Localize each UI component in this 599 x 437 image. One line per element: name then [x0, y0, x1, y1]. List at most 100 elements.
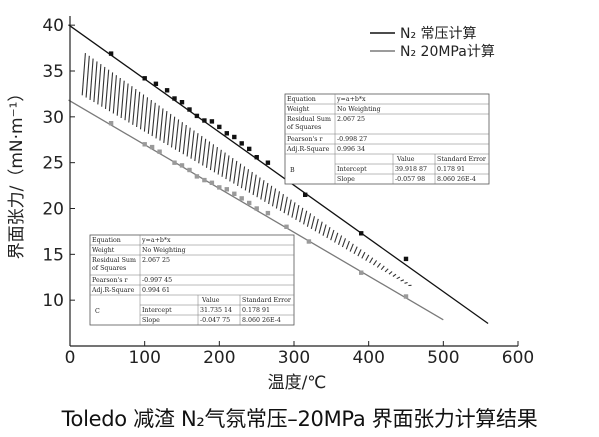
stats-param-error: 0.178 91 — [437, 166, 465, 173]
band-hatch-line — [182, 124, 187, 155]
data-point-series-2 — [217, 185, 222, 190]
band-hatch-line — [404, 281, 408, 284]
stats-param-name: Intercept — [337, 166, 367, 173]
data-point-series-2 — [202, 177, 207, 183]
band-hatch-line — [104, 69, 110, 109]
band-hatch-line — [244, 169, 250, 191]
stats-value-header: Value — [201, 297, 220, 304]
band-hatch-line — [213, 147, 218, 173]
y-tick-label: 20 — [42, 200, 64, 220]
band-hatch-line — [372, 260, 378, 266]
band-hatch-line — [170, 116, 176, 148]
stats-param-error: 8.060 26E-4 — [437, 176, 476, 183]
x-tick-label: 400 — [352, 348, 384, 368]
data-point-series-1 — [265, 160, 271, 165]
band-hatch-line — [384, 268, 389, 273]
band-hatch-line — [155, 105, 160, 139]
band-hatch-line — [237, 163, 242, 186]
fit-stats-table: Equation y=a+b*x Weight No Weighting Residua… — [89, 234, 295, 326]
stats-param-name: Slope — [337, 176, 355, 183]
band-hatch-line — [93, 61, 98, 103]
legend: N₂ 常压计算 N₂ 20MPa计算 — [370, 26, 495, 60]
band-hatch-line — [139, 94, 145, 130]
band-hatch-line — [334, 232, 339, 243]
data-point-series-1 — [202, 118, 207, 123]
band-hatch-line — [85, 55, 90, 98]
y-tick-label: 25 — [42, 154, 64, 174]
data-point-series-1 — [224, 131, 229, 136]
stats-param-name: Intercept — [142, 307, 172, 314]
band-hatch-line — [299, 207, 304, 223]
band-hatch-line — [369, 257, 374, 264]
data-point-series-1 — [239, 141, 244, 146]
stats-row-value: y=a+b*x — [141, 237, 171, 244]
stats-error-header: Standard Error — [242, 297, 292, 304]
stats-param-value: 31.735 14 — [200, 307, 232, 314]
band-hatch-line — [271, 188, 277, 207]
data-point-series-2 — [232, 191, 237, 196]
chart: 0 100 200 300 400 500 600 10 15 20 25 30 35 40 N₂ 常压计… — [7, 16, 534, 393]
band-hatch-line — [318, 221, 323, 234]
stats-row-label: Equation — [287, 96, 316, 103]
stats-row-value: No Weighting — [142, 247, 186, 254]
band-hatch-line — [349, 243, 354, 252]
stats-row-value: 2.067 25 — [337, 116, 365, 123]
data-point-series-1 — [164, 88, 170, 93]
band-hatch-line — [314, 218, 319, 232]
stats-row-label: Weight — [287, 106, 310, 113]
band-hatch-line — [101, 66, 106, 107]
band-hatch-line — [81, 53, 86, 96]
stats-param-error: 8.060 26E-4 — [242, 317, 281, 324]
data-point-series-2 — [265, 210, 271, 216]
stats-row-label: Residual Sum of Squares — [92, 257, 136, 272]
band-hatch-line — [205, 141, 211, 168]
stats-table-border — [89, 234, 295, 326]
stats-row-value: -0.997 45 — [142, 277, 172, 284]
data-point-series-2 — [239, 196, 244, 201]
stats-param-error: 0.178 91 — [242, 307, 270, 314]
band-hatch-line — [291, 202, 296, 218]
y-tick-label: 40 — [42, 16, 64, 36]
data-point-series-1 — [142, 76, 147, 81]
data-point-series-1 — [247, 146, 252, 152]
band-hatch-line — [190, 130, 195, 159]
band-hatch-line — [341, 238, 347, 248]
fit-line-series-1 — [68, 24, 489, 325]
band-hatch-line — [217, 149, 222, 175]
band-hatch-line — [306, 213, 312, 227]
figure-caption: Toledo 减渣 N₂气氛常压–20MPa 界面张力计算结果 — [61, 407, 538, 431]
stats-value-header: Value — [396, 156, 415, 163]
band-hatch-line — [143, 97, 149, 132]
stats-table-border — [284, 93, 490, 185]
data-point-series-1 — [179, 100, 185, 105]
data-point-series-2 — [142, 142, 147, 147]
data-point-series-1 — [254, 155, 259, 160]
band-hatch-line — [252, 174, 257, 196]
data-point-series-1 — [153, 81, 159, 86]
axes — [69, 16, 519, 347]
band-hatch-line — [365, 254, 370, 261]
band-hatch-line — [345, 240, 350, 250]
legend-label-series-2: N₂ 20MPa计算 — [400, 44, 495, 60]
x-tick-label: 200 — [203, 348, 235, 368]
data-point-series-1 — [217, 124, 222, 130]
stats-row-value: y=a+b*x — [336, 96, 366, 103]
y-tick-label: 35 — [42, 62, 64, 82]
data-point-series-1 — [108, 51, 114, 56]
stats-row-label: Residual Sum of Squares — [287, 116, 331, 131]
data-point-series-1 — [209, 119, 215, 124]
x-axis-label: 温度/℃ — [268, 373, 327, 393]
stats-row-label: Adj.R-Square — [286, 146, 330, 153]
y-axis-label: 界面张力/（mN·m⁻¹） — [7, 85, 27, 260]
data-point-series-2 — [187, 167, 192, 173]
band-hatch-line — [279, 193, 284, 211]
band-hatch-line — [396, 276, 401, 280]
legend-label-series-1: N₂ 常压计算 — [400, 26, 477, 42]
band-hatch-line — [124, 83, 129, 121]
data-point-series-2 — [149, 144, 155, 150]
stats-row-value: No Weighting — [337, 106, 381, 113]
band-hatch-line — [151, 102, 156, 137]
band-hatch-line — [116, 77, 121, 116]
band-hatch-line — [361, 251, 366, 259]
data-point-series-1 — [194, 113, 200, 119]
